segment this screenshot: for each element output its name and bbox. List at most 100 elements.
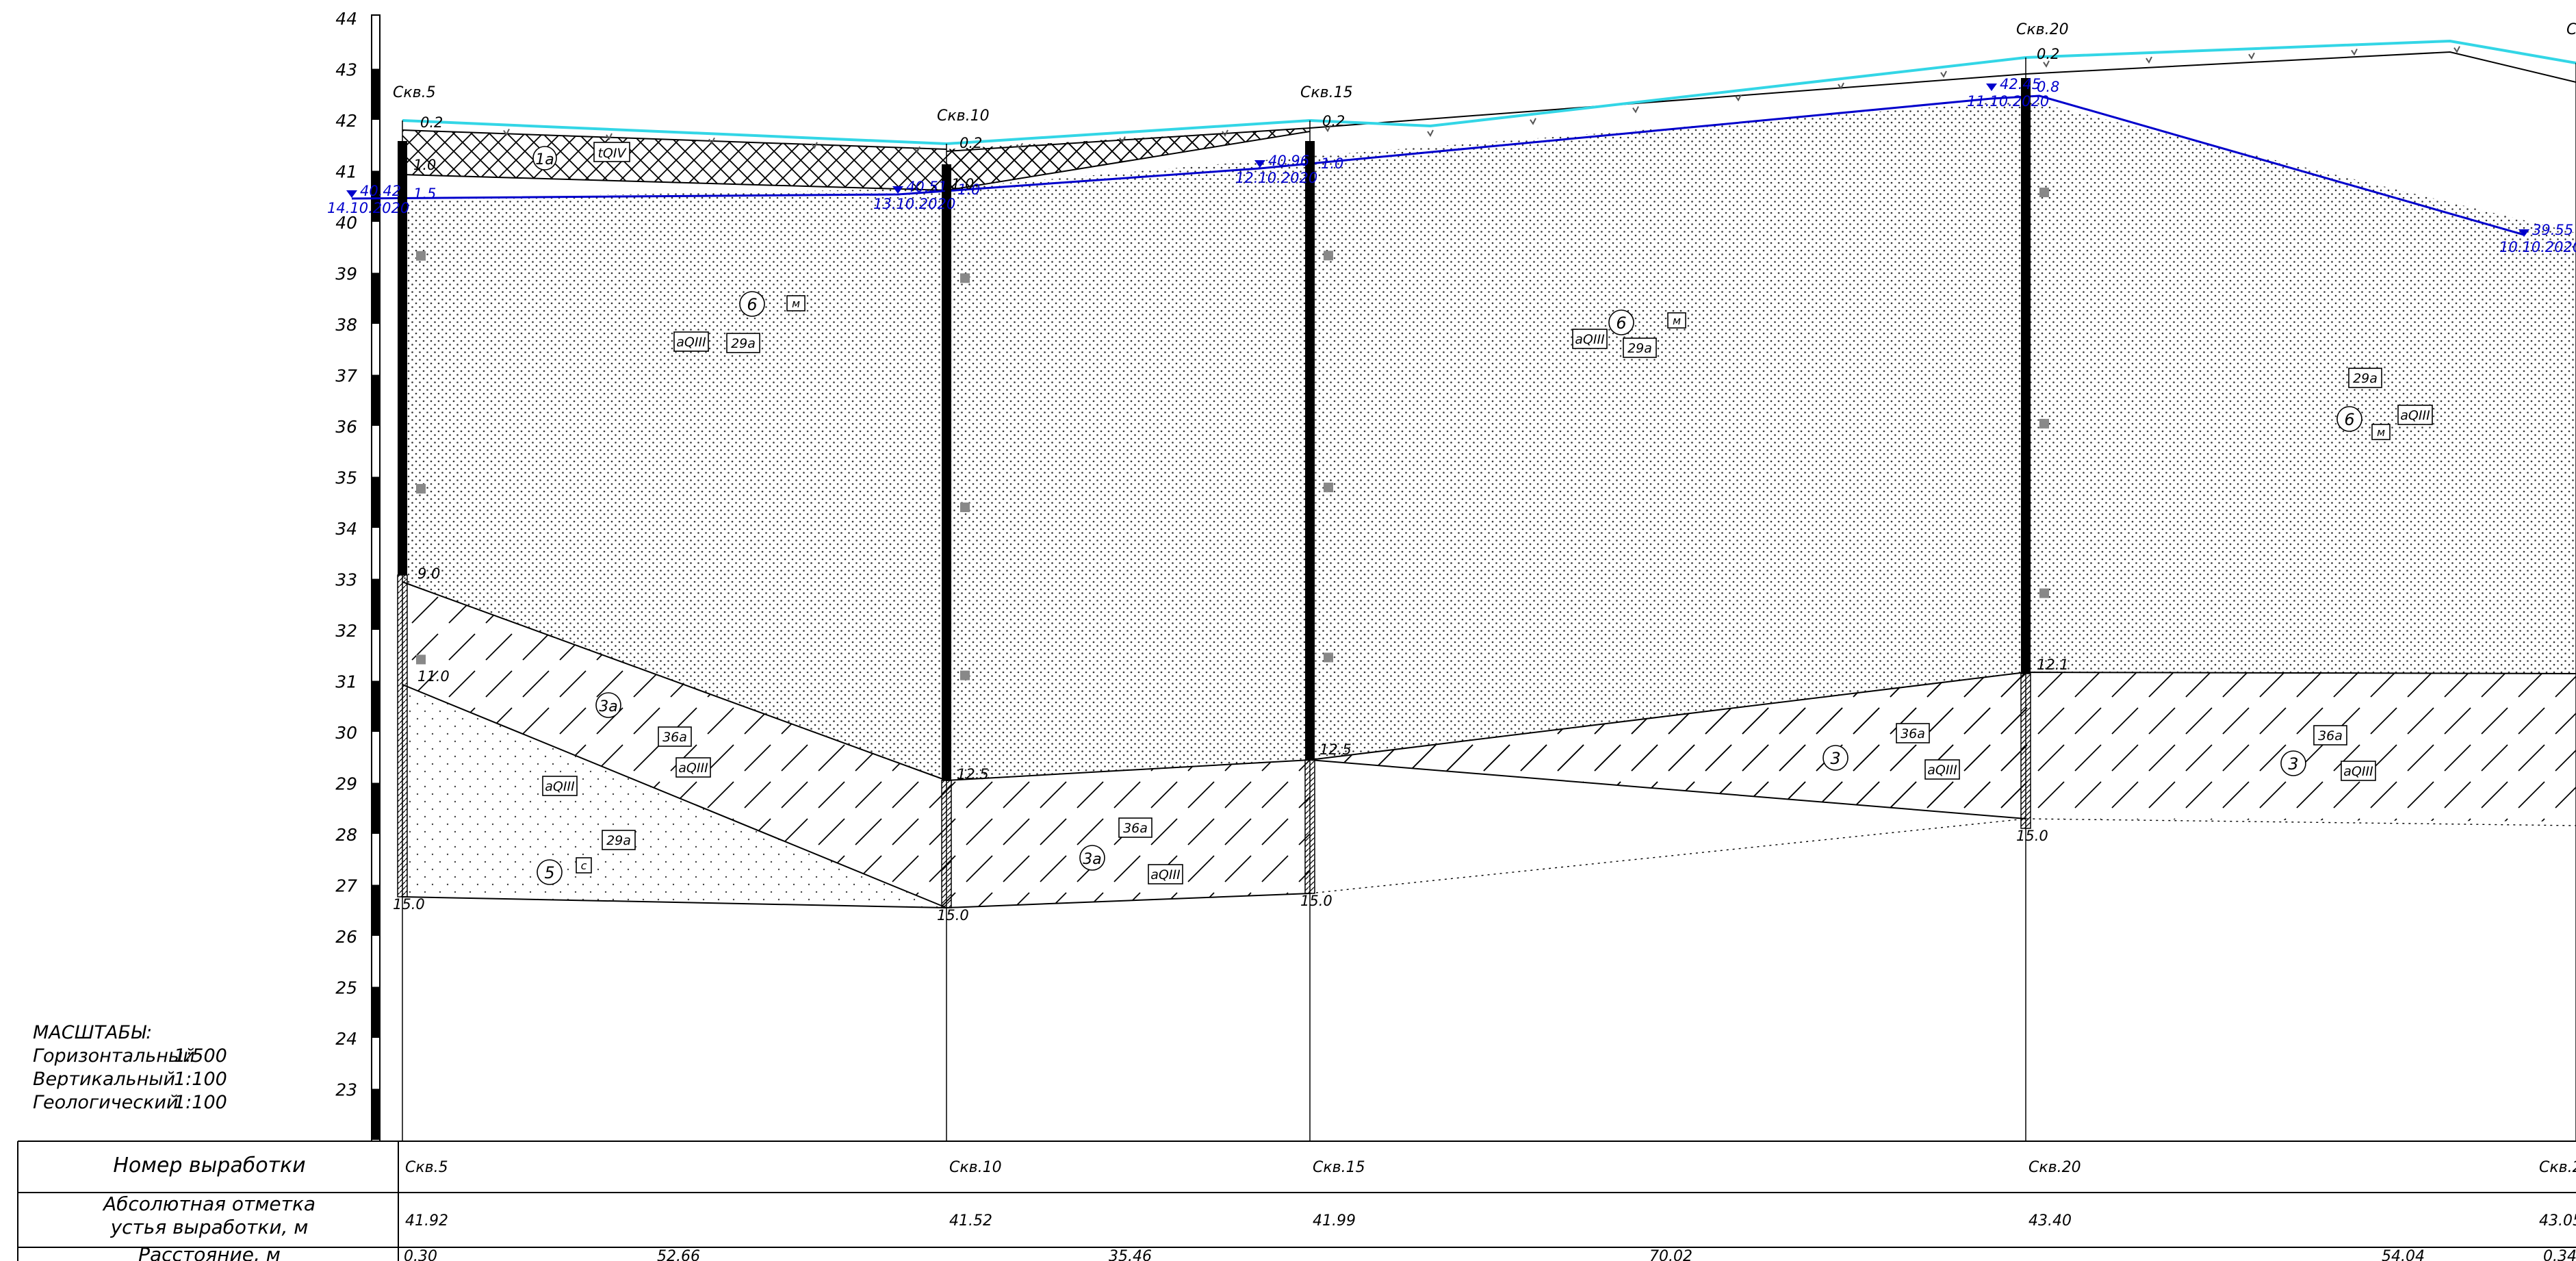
turf-mark <box>1940 71 1947 78</box>
layer-6-age-right: aQIII <box>2400 408 2430 423</box>
layer-5-soil: с <box>581 859 587 872</box>
elevation-tick-label: 23 <box>335 1080 357 1100</box>
borehole-depth: 15.0 <box>2016 828 2048 844</box>
turf-mark <box>1119 136 1126 144</box>
borehole-hatched-column <box>1304 759 1315 894</box>
depth-label: 0.2 <box>959 135 982 151</box>
table-cell-well-id: Скв.15 <box>1313 1159 1365 1176</box>
layer-6-number-mid: 6 <box>1616 314 1626 333</box>
sample-point <box>2039 588 2049 598</box>
scale-block <box>372 272 380 324</box>
elevation-tick-label: 37 <box>335 366 357 386</box>
layer-6-soil-right: м <box>2377 426 2385 439</box>
table-cell-well-id: Скв.5 <box>405 1159 448 1176</box>
sample-point <box>1324 652 1333 663</box>
elevation-tick-label: 30 <box>335 723 357 743</box>
table-cell-head-elev: 43.05 <box>2539 1212 2576 1230</box>
sample-point <box>960 670 970 680</box>
layer-3-age-right: aQIII <box>2343 764 2373 779</box>
table-row-distance-label: Расстояние, м <box>138 1243 281 1261</box>
water-level-date: 13.10.2020 <box>873 196 955 212</box>
layer-6-number-right: 6 <box>2344 410 2354 429</box>
scale-name: Вертикальный <box>33 1069 176 1090</box>
elevation-scale: 44 43 42 41 40 39 38 37 36 35 34 33 32 31 30 29 28 27 26 25… <box>335 9 381 1142</box>
elevation-tick-label: 31 <box>335 672 357 692</box>
water-level-date: 12.10.2020 <box>1235 170 1317 186</box>
layer-3a-number-mid: 3а <box>1083 851 1101 868</box>
layer-3a-age-mid: aQIII <box>1150 867 1181 882</box>
borehole-name: Скв.15 <box>1300 84 1353 101</box>
scale-block <box>372 68 380 120</box>
depth-label: 9.0 <box>417 565 440 582</box>
scale-value: 1:500 <box>174 1045 227 1067</box>
table-cell-distance: 54.04 <box>2382 1248 2425 1261</box>
scale-row-vertical: Вертикальный1:100 <box>33 1068 227 1091</box>
borehole-depth: 15.0 <box>937 907 969 924</box>
elevation-tick-label: 36 <box>335 417 357 437</box>
depth-label: 1.0 <box>413 157 436 173</box>
water-level-date: 10.10.2020 <box>2499 239 2576 255</box>
water-level-date: 11.10.2020 <box>1967 93 2049 110</box>
water-level-date: 14.10.2020 <box>327 200 409 216</box>
depth-label: 12.1 <box>2037 657 2069 673</box>
scales-title: МАСШТАБЫ: <box>33 1022 153 1043</box>
turf-mark <box>708 137 715 145</box>
elevation-tick-label: 41 <box>335 162 357 182</box>
water-level-value: 40.96 <box>1268 153 1309 169</box>
depth-label: 1.0 <box>951 176 974 192</box>
elevation-tick-label: 33 <box>335 570 357 590</box>
elevation-tick-label: 28 <box>335 825 357 845</box>
layer-3a-age-left: aQIII <box>678 761 708 776</box>
water-depth-label: 1.0 <box>1321 155 1343 172</box>
sample-point <box>960 273 970 283</box>
sample-point <box>416 251 426 261</box>
layer-6-code-right: 29а <box>2353 371 2378 386</box>
scale-block <box>372 578 380 630</box>
water-level-value: 39.55 <box>2532 222 2573 238</box>
layer-1a-age: tQIV <box>597 146 627 161</box>
water-level-triangle <box>346 190 357 198</box>
water-level-triangle <box>1254 160 1265 168</box>
borehole-Скв.10: Скв.10 15.0 <box>937 107 990 1141</box>
layer-6-soil-mid: м <box>1673 314 1681 327</box>
turf-mark <box>914 146 920 154</box>
table-cell-distance: 52.66 <box>657 1248 700 1261</box>
turf-mark <box>811 142 818 149</box>
scale-block <box>372 782 380 834</box>
table-cell-head-elev: 41.92 <box>405 1212 448 1230</box>
depth-label: 11.0 <box>417 668 450 685</box>
water-level-triangle <box>2519 229 2529 237</box>
table-cell-head-elev: 41.99 <box>1313 1212 1356 1230</box>
layer-5-age: aQIII <box>545 779 575 794</box>
turf-mark <box>2453 46 2460 53</box>
scale-block <box>372 986 380 1038</box>
scale-block <box>372 170 380 222</box>
elevation-tick-label: 25 <box>335 978 357 998</box>
layer-3a-code-mid: 36а <box>1123 821 1148 836</box>
water-level-triangle <box>892 186 903 194</box>
borehole-Скв.25: Скв.25 <box>2566 21 2576 1141</box>
water-level-value: 40.42 <box>360 183 401 199</box>
borehole-Скв.15: Скв.15 15.0 <box>1300 84 1353 1141</box>
turf-mark <box>1222 129 1228 137</box>
borehole-name: Скв.10 <box>937 107 990 125</box>
sample-point <box>1324 251 1333 261</box>
table-row-head-elev-label-2: устья выработки, м <box>110 1216 309 1238</box>
layer-3-number-mid: 3 <box>1830 749 1840 768</box>
layer-3a-number-left: 3а <box>599 698 617 715</box>
layer-6-number-left: 6 <box>747 295 757 314</box>
table-row-head-elev-label-1: Абсолютная отметка <box>102 1193 315 1215</box>
layer-6-code-left: 29а <box>731 336 756 351</box>
elevation-tick-label: 26 <box>335 927 357 947</box>
turf-mark <box>1530 118 1536 125</box>
turf-mark <box>1735 94 1742 102</box>
turf-mark <box>1632 106 1639 114</box>
sample-point <box>2039 188 2049 198</box>
turf-mark <box>1324 125 1331 133</box>
turf-mark <box>1427 129 1434 137</box>
depth-labels: 0.2 1.0 9.0 11.0 0.2 1.0 12.5 0.2 12.5 0.2 12.1 <box>413 46 2069 782</box>
table-cell-well-id: Скв.25 <box>2539 1159 2576 1176</box>
